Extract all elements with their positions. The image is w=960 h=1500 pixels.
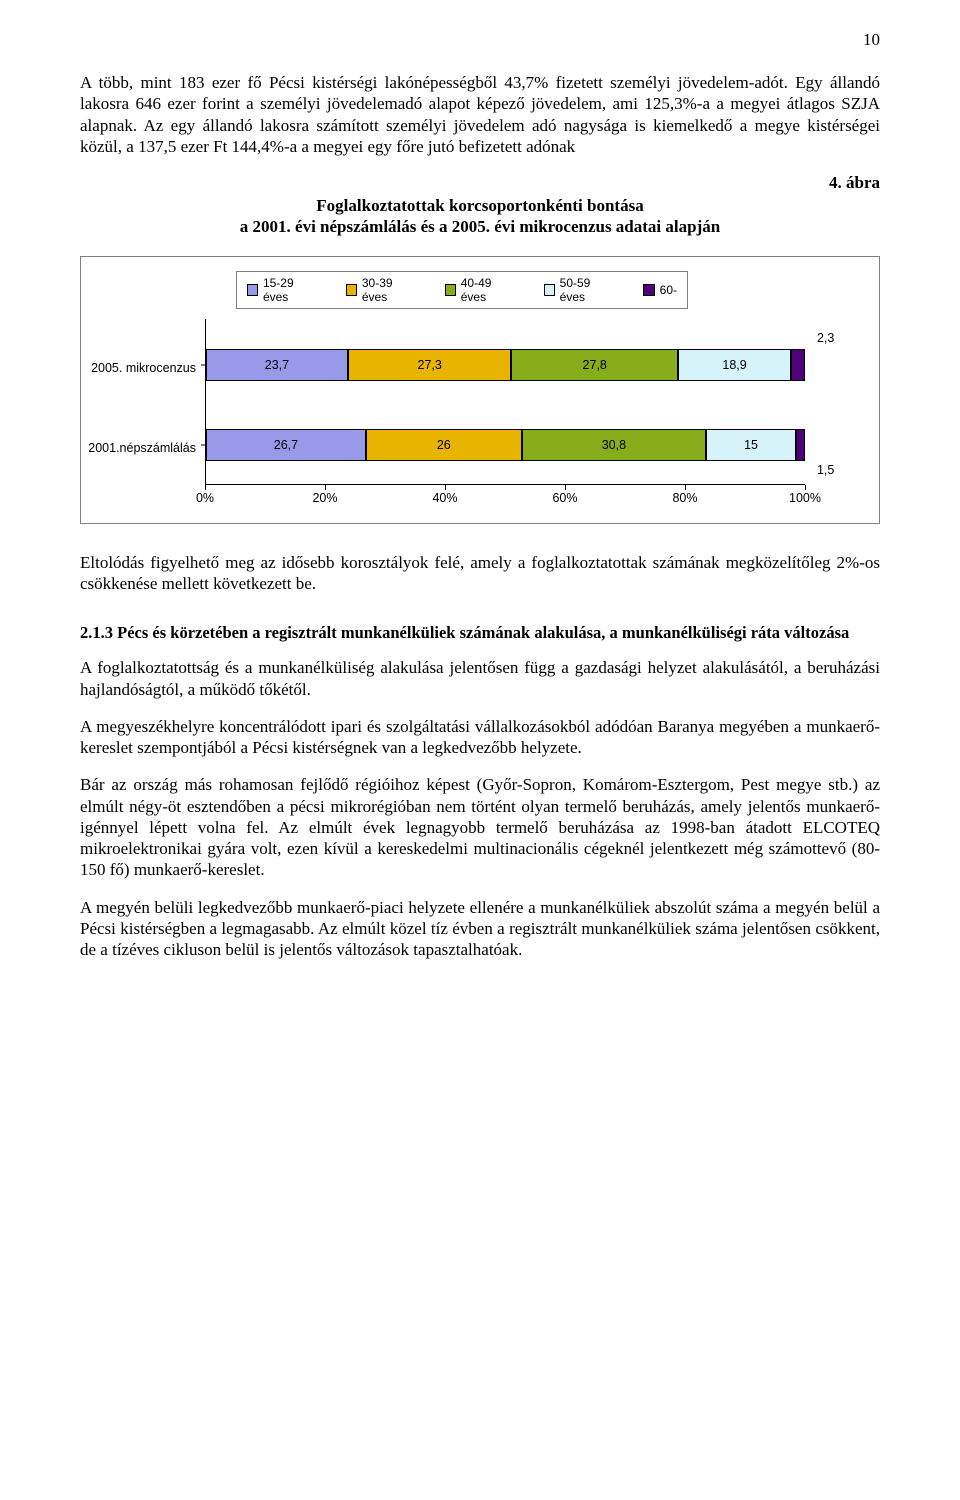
figure-caption: 4. ábra Foglalkoztatottak korcsoportonké…: [80, 173, 880, 238]
paragraph-2: Eltolódás figyelhető meg az idősebb koro…: [80, 552, 880, 595]
chart-plot: 2005. mikrocenzus23,727,327,818,92,3 2001…: [205, 319, 805, 509]
paragraph-1: A több, mint 183 ezer fő Pécsi kistérség…: [80, 72, 880, 157]
bar-segment: [796, 429, 805, 461]
bar-segment: 23,7: [206, 349, 348, 381]
bar-value-overflow: 1,5: [817, 463, 834, 477]
legend-label: 40-49 éves: [461, 276, 514, 304]
legend-label: 30-39 éves: [362, 276, 415, 304]
legend-item: 40-49 éves: [445, 276, 514, 304]
legend-swatch-icon: [544, 284, 555, 296]
bar-segment: 27,8: [511, 349, 678, 381]
bar-segment: 30,8: [522, 429, 706, 461]
bar-value-overflow: 2,3: [817, 331, 834, 345]
figure-title-line-2: a 2001. évi népszámlálás és a 2005. évi …: [240, 217, 720, 236]
legend-label: 15-29 éves: [263, 276, 316, 304]
legend-label: 50-59 éves: [560, 276, 613, 304]
bar-segment: 26,7: [206, 429, 366, 461]
section-heading-213: 2.1.3 Pécs és körzetében a regisztrált m…: [80, 622, 880, 643]
legend-swatch-icon: [346, 284, 357, 296]
y-axis-label: 2005. mikrocenzus: [91, 361, 196, 375]
chart-legend: 15-29 éves 30-39 éves 40-49 éves 50-59 é…: [236, 271, 688, 309]
paragraph-6: A megyén belüli legkedvezőbb munkaerő-pi…: [80, 897, 880, 961]
bar-segment: 15: [706, 429, 796, 461]
figure-title-line-1: Foglalkoztatottak korcsoportonkénti bont…: [316, 196, 643, 215]
legend-swatch-icon: [247, 284, 258, 296]
bar-row: 2005. mikrocenzus23,727,327,818,92,3: [206, 349, 805, 381]
bar-segment: 26: [366, 429, 522, 461]
legend-item: 50-59 éves: [544, 276, 613, 304]
x-axis-tick: 80%: [672, 491, 697, 505]
bar-segment: 18,9: [678, 349, 791, 381]
y-axis-label: 2001.népszámlálás: [88, 441, 196, 455]
paragraph-4: A megyeszékhelyre koncentrálódott ipari …: [80, 716, 880, 759]
paragraph-3: A foglalkoztatottság és a munkanélkülisé…: [80, 657, 880, 700]
legend-item: 15-29 éves: [247, 276, 316, 304]
paragraph-5: Bár az ország más rohamosan fejlődő régi…: [80, 774, 880, 880]
x-axis-tick: 40%: [432, 491, 457, 505]
legend-label: 60-: [660, 283, 677, 297]
age-group-chart: 15-29 éves 30-39 éves 40-49 éves 50-59 é…: [80, 256, 880, 524]
legend-item: 60-: [643, 283, 677, 297]
legend-item: 30-39 éves: [346, 276, 415, 304]
x-axis-tick: 100%: [789, 491, 821, 505]
x-axis-tick: 0%: [196, 491, 214, 505]
x-axis-tick: 20%: [312, 491, 337, 505]
legend-swatch-icon: [643, 284, 655, 296]
bar-row: 2001.népszámlálás26,72630,8151,5: [206, 429, 805, 461]
bar-segment: [791, 349, 805, 381]
legend-swatch-icon: [445, 284, 456, 296]
page-number: 10: [80, 30, 880, 50]
figure-number: 4. ábra: [80, 173, 880, 193]
x-axis-tick: 60%: [552, 491, 577, 505]
bar-segment: 27,3: [348, 349, 512, 381]
